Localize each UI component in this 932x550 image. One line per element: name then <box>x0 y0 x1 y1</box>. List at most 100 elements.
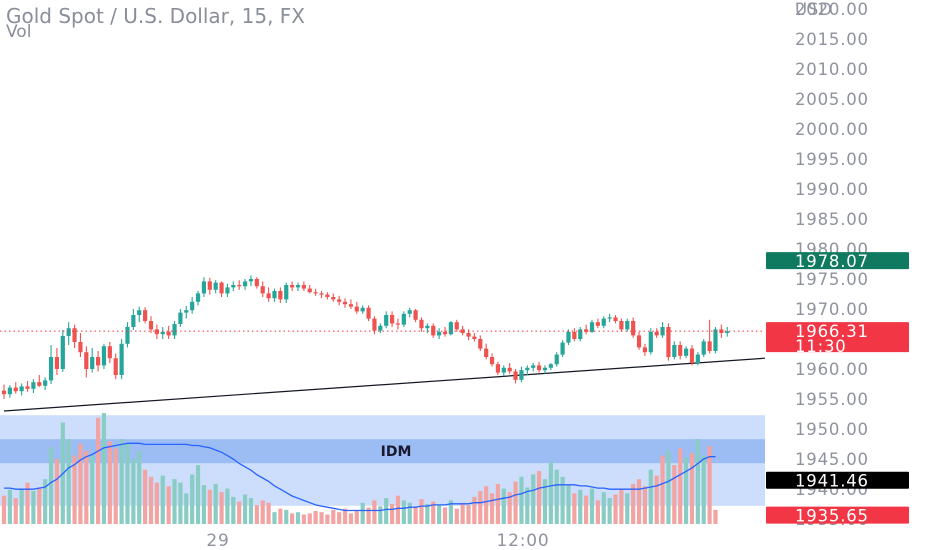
candle-body <box>372 318 377 331</box>
candle-body <box>607 317 612 319</box>
volume-bar <box>460 502 465 524</box>
trendline[interactable] <box>3 357 766 412</box>
candle-body <box>678 345 683 356</box>
volume-bar <box>342 508 348 524</box>
volume-bar <box>525 487 530 524</box>
candle <box>137 306 142 323</box>
candle-body <box>419 319 424 329</box>
volume-bar <box>25 482 30 524</box>
volume-bar <box>437 505 442 524</box>
candle <box>278 287 283 303</box>
candle-body <box>231 285 236 288</box>
volume-bar <box>37 487 42 524</box>
volume-bar <box>154 482 159 524</box>
volume-bar <box>331 509 336 524</box>
chart-title: Gold Spot / U.S. Dollar, 15, FX <box>6 4 305 28</box>
candle-body <box>431 325 436 336</box>
candle-body <box>578 329 583 339</box>
volume-bar <box>713 509 718 524</box>
candle-body <box>201 281 207 294</box>
candle-body <box>548 364 553 368</box>
candle-body <box>642 347 648 353</box>
volume-bar <box>607 498 612 524</box>
candle-body <box>484 348 489 357</box>
candle-body <box>90 357 95 369</box>
candle-body <box>137 310 142 315</box>
candle-body <box>466 333 471 337</box>
candle-body <box>695 354 700 363</box>
candle <box>107 342 112 363</box>
candle <box>37 375 42 387</box>
candle-body <box>325 294 330 297</box>
candle-body <box>143 310 148 321</box>
volume-bar <box>307 513 312 524</box>
volume-bar <box>683 457 689 524</box>
candle-body <box>13 387 18 392</box>
candle-body <box>666 327 671 357</box>
candle-body <box>207 281 212 290</box>
time-tick-label: 29 <box>206 531 229 550</box>
volume-bar <box>66 439 71 524</box>
volume-bar <box>354 509 359 524</box>
candle-body <box>154 329 159 335</box>
candle-body <box>95 357 101 366</box>
currency-label: USD <box>795 0 833 19</box>
candle-body <box>78 342 83 353</box>
candle <box>95 351 101 372</box>
candle <box>290 281 295 291</box>
volume-bar <box>625 493 630 524</box>
candle-body <box>190 301 195 311</box>
volume-bar <box>631 483 636 524</box>
volume-bar <box>636 479 642 524</box>
volume-bar <box>578 489 583 524</box>
volume-bar <box>231 496 236 524</box>
volume-bar <box>666 450 671 524</box>
candle-body <box>689 348 695 363</box>
candle <box>360 305 365 314</box>
candle-body <box>354 306 359 312</box>
candle <box>554 352 559 367</box>
price-tick-label: 2010.00 <box>795 60 869 79</box>
volume-bar <box>272 512 277 524</box>
candle-body <box>31 382 36 389</box>
candle-body <box>672 345 677 357</box>
volume-bar <box>601 492 606 524</box>
candle <box>489 353 495 367</box>
volume-bar <box>266 502 271 524</box>
time-tick-label: 12:00 <box>497 531 550 550</box>
volume-bar <box>548 462 553 524</box>
price-tick-label: 1955.00 <box>795 390 869 409</box>
volume-bar <box>72 455 77 524</box>
candle <box>625 318 630 332</box>
candle <box>484 343 489 360</box>
volume-bar <box>54 459 60 524</box>
volume-bar <box>701 455 706 524</box>
price-badge-value: 1966.31 <box>795 322 869 341</box>
volume-bar <box>431 501 436 524</box>
candle <box>19 383 24 396</box>
volume-bar <box>19 488 24 524</box>
candle <box>125 322 130 348</box>
candle-body <box>536 365 542 371</box>
candle <box>7 385 12 398</box>
volume-bar <box>7 489 12 524</box>
candle <box>331 293 336 302</box>
volume-bar <box>707 446 712 524</box>
volume-bar <box>536 470 542 524</box>
price-tick-label: 1985.00 <box>795 210 869 229</box>
volume-bar <box>337 512 342 524</box>
candle <box>1 384 7 399</box>
time-axis[interactable]: 29 12:00 <box>206 531 549 550</box>
price-badge-bg <box>766 322 909 353</box>
volume-bar <box>672 465 677 524</box>
candle-body <box>560 342 565 355</box>
candle <box>25 381 30 392</box>
volume-bar <box>489 493 495 524</box>
candle <box>472 333 477 342</box>
price-tick-label: 2020.00 <box>795 0 869 19</box>
candle <box>578 327 583 342</box>
candle <box>401 311 406 327</box>
candle-body <box>360 307 365 312</box>
